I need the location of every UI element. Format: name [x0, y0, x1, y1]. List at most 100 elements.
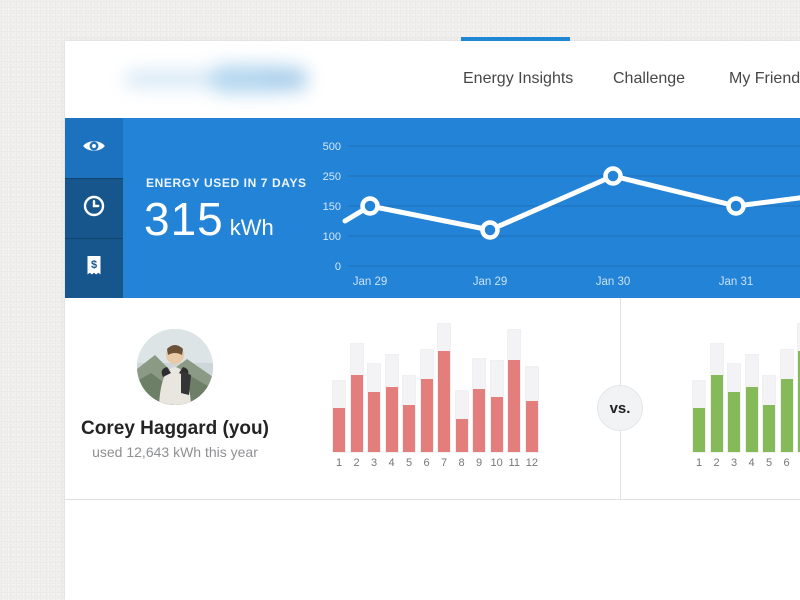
bar-label: 5: [405, 457, 413, 469]
data-point-marker: [726, 196, 746, 216]
bar-track: [420, 350, 433, 452]
user-name: Corey Haggard (you): [81, 418, 269, 439]
bar-track: [333, 381, 345, 452]
bar-label: 7: [440, 457, 448, 469]
bar-track: [438, 324, 450, 452]
bar-fill: [420, 379, 433, 452]
bar-column: 9: [473, 322, 485, 470]
bar-fill: [455, 419, 468, 452]
bar-column: 8: [455, 322, 468, 470]
bar-label: 8: [458, 457, 465, 469]
bar-track: [350, 344, 363, 452]
horizontal-divider: [65, 499, 800, 500]
bar-label: 6: [783, 457, 790, 469]
bar-fill: [525, 401, 538, 452]
bar-track: [710, 344, 723, 452]
bar-column: 4: [745, 322, 758, 470]
bar-fill: [798, 351, 800, 452]
tab-challenge[interactable]: Challenge: [613, 70, 686, 87]
bar-label: 4: [748, 457, 755, 469]
energy-kwh-unit: kWh: [229, 215, 274, 240]
bar-fill: [710, 375, 723, 452]
x-axis-label: Jan 31: [719, 276, 754, 288]
y-axis-tick: 500: [323, 141, 341, 153]
bar-track: [728, 364, 740, 452]
bar-label: 1: [695, 457, 703, 469]
sidebar-item-overview[interactable]: [65, 118, 123, 178]
energy-panel: 500 250 150 100 0 Jan 29 Jan 29 Jan 30 Jan 31 EN…: [123, 118, 800, 298]
x-axis-label: Jan 30: [596, 276, 631, 288]
data-point-marker: [603, 166, 623, 186]
bar-label: 12: [525, 457, 538, 469]
bar-fill: [403, 405, 415, 452]
bar-label: 5: [765, 457, 773, 469]
svg-text:$: $: [91, 259, 97, 271]
bar-label: 2: [713, 457, 720, 469]
y-axis-tick: 250: [323, 171, 341, 183]
bar-column: 4: [385, 322, 398, 470]
tab-my-friends[interactable]: My Friends: [729, 70, 800, 87]
bar-track: [525, 367, 538, 452]
bar-label: 3: [370, 457, 378, 469]
user-usage-subtitle: used 12,643 kWh this year: [92, 444, 258, 460]
bar-fill: [763, 405, 775, 452]
user-profile-panel: [65, 298, 620, 499]
energy-line-chart: 500 250 150 100 0 Jan 29 Jan 29 Jan 30 Jan 31: [323, 141, 800, 288]
sidebar: $: [65, 118, 123, 298]
bar-track: [693, 381, 705, 452]
tab-energy-insights[interactable]: Energy Insights: [463, 70, 574, 87]
bar-column: 3: [368, 322, 380, 470]
bar-track: [403, 376, 415, 452]
bar-fill: [745, 387, 758, 452]
data-point-marker: [360, 196, 380, 216]
sidebar-item-history[interactable]: [65, 178, 123, 238]
bar-fill: [693, 408, 705, 452]
energy-kwh-number: 315: [144, 193, 224, 245]
bar-column: 11: [508, 322, 521, 470]
energy-summary-label: ENERGY USED IN 7 DAYS: [146, 176, 307, 190]
x-axis-label: Jan 29: [353, 276, 388, 288]
sidebar-item-billing[interactable]: $: [65, 238, 123, 298]
clock-icon: [82, 194, 106, 223]
dashboard-card: Energy Insights Challenge My Friends: [65, 41, 800, 600]
bar-column: 2: [710, 322, 723, 470]
bar-fill: [333, 408, 345, 452]
y-axis-tick: 150: [323, 201, 341, 213]
bar-column: 10: [491, 322, 503, 470]
bar-label: 1: [335, 457, 343, 469]
bar-column: 12: [526, 322, 538, 470]
bar-track: [508, 330, 521, 452]
data-point-marker: [480, 220, 500, 240]
bar-fill: [350, 375, 363, 452]
bar-column: 5: [763, 322, 775, 470]
bar-fill: [728, 392, 740, 452]
versus-badge: vs.: [597, 385, 643, 431]
bar-column: 1: [693, 322, 705, 470]
bar-track: [385, 355, 398, 452]
bar-label: 10: [490, 457, 503, 469]
eye-icon: [81, 133, 107, 164]
bar-column: 7: [798, 322, 800, 470]
bar-fill: [473, 389, 485, 452]
bar-column: 2: [350, 322, 363, 470]
bar-track: [490, 361, 503, 452]
bar-label: 9: [475, 457, 483, 469]
bar-label: 3: [730, 457, 738, 469]
bar-label: 4: [388, 457, 395, 469]
avatar: [137, 329, 213, 405]
x-axis-label: Jan 29: [473, 276, 508, 288]
bar-fill: [490, 397, 503, 452]
bar-column: 1: [333, 322, 345, 470]
bar-track: [798, 324, 800, 452]
bar-track: [473, 359, 485, 452]
y-axis-tick: 0: [335, 261, 341, 273]
bar-label: 11: [508, 457, 520, 469]
bar-column: 6: [780, 322, 793, 470]
bar-column: 7: [438, 322, 450, 470]
bar-label: 2: [353, 457, 360, 469]
bar-fill: [385, 387, 398, 452]
logo-blurred: [113, 55, 323, 105]
bar-track: [763, 376, 775, 452]
